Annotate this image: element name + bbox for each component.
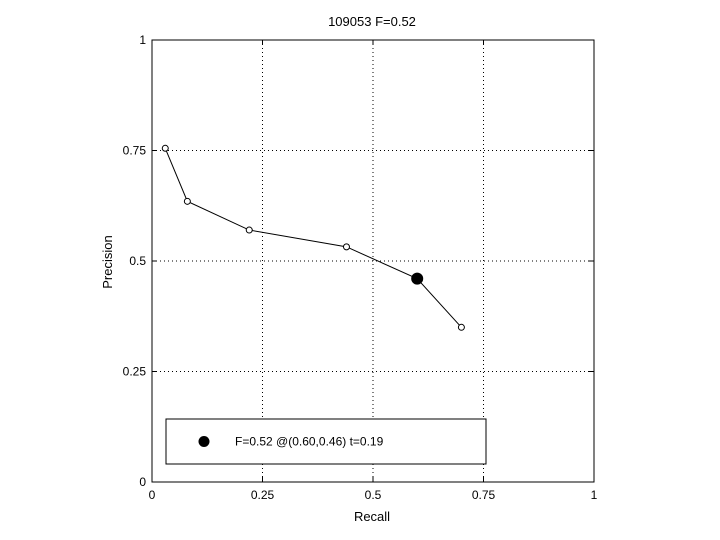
chart-title: 109053 F=0.52	[328, 14, 416, 29]
data-point-0-3	[342, 243, 350, 251]
x-tick-label-0: 0	[149, 488, 156, 502]
x-tick-label-4: 1	[591, 488, 598, 502]
y-tick-label-3: 0.75	[123, 144, 147, 158]
y-tick-label-4: 1	[139, 33, 146, 47]
series-line-0	[164, 148, 462, 328]
data-point-0-1	[183, 197, 191, 205]
legend: F=0.52 @(0.60,0.46) t=0.19	[165, 418, 487, 465]
data-point-0-2	[245, 226, 253, 234]
legend-text: F=0.52 @(0.60,0.46) t=0.19	[235, 435, 384, 449]
legend-box	[165, 418, 487, 465]
x-tick-label-3: 0.75	[472, 488, 496, 502]
x-tick-label-2: 0.5	[365, 488, 382, 502]
x-tick-label-1: 0.25	[251, 488, 275, 502]
grid-lines	[152, 40, 594, 482]
axis-ticks: 0 0.25 0.5 0.75 1 0 0.25 0.5 0.75 1	[123, 33, 598, 502]
x-axis-label: Recall	[354, 509, 390, 524]
data-point-0-0	[161, 144, 169, 152]
legend-marker	[198, 436, 210, 447]
y-tick-label-1: 0.25	[123, 365, 147, 379]
y-tick-label-2: 0.5	[129, 254, 146, 268]
y-axis-label: Precision	[100, 235, 115, 288]
pr-curve-series	[161, 144, 465, 331]
data-point-0-5	[457, 323, 465, 331]
best-f-point	[411, 272, 424, 285]
y-tick-label-0: 0	[139, 475, 146, 489]
